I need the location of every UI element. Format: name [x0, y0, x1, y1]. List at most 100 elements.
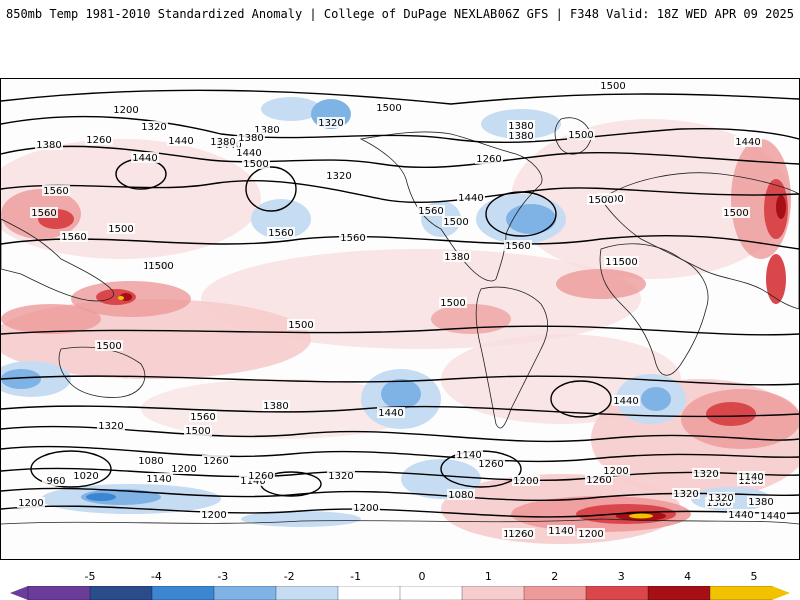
contour-label: 1140: [146, 474, 171, 485]
contour-label: 1500: [588, 195, 613, 206]
contour-label: 1380: [254, 125, 279, 136]
contour-label-bg: [35, 139, 63, 150]
colorbar-segment: [337, 586, 401, 600]
contour-label: 1380: [508, 121, 533, 132]
contour-label: 1200: [603, 466, 628, 477]
contour-label-bg: [417, 205, 445, 216]
contour-label: 1440: [236, 148, 261, 159]
colorbar-left-arrow: [10, 586, 28, 600]
colorbar-segment: [213, 586, 277, 600]
contour-label: 1260: [478, 459, 503, 470]
contour-label-bg: [189, 411, 217, 422]
contour-label-bg: [253, 124, 281, 135]
contour-label: 1320: [141, 122, 166, 133]
contour-label: 960: [46, 476, 65, 487]
contour-label-bg: [184, 425, 212, 436]
contour-label-bg: [504, 240, 532, 251]
contour-label: 1380: [238, 133, 263, 144]
contour-label: 1440: [132, 153, 157, 164]
contour-label: 1500: [96, 341, 121, 352]
contour-label-bg: [507, 528, 535, 539]
colorbar-segment: [709, 586, 773, 600]
colorbar-tick-label: 4: [684, 570, 692, 583]
contour-label: 1200: [113, 105, 138, 116]
contour-label: 1380: [444, 252, 469, 263]
contour-label-bg: [727, 509, 755, 520]
contour-label-bg: [42, 475, 70, 486]
contour-label-bg: [722, 207, 750, 218]
contour-label: 1440: [735, 137, 760, 148]
contour-label-bg: [131, 152, 159, 163]
contour-label: 1500: [612, 257, 637, 268]
contour-label: 1500: [185, 426, 210, 437]
contour-label-bg: [477, 458, 505, 469]
contour-label-bg: [377, 407, 405, 418]
contour-label: 1200: [171, 464, 196, 475]
contour-label-bg: [267, 227, 295, 238]
contour-label: 1020: [73, 471, 98, 482]
contour-label: 1080: [448, 490, 473, 501]
contour-label: 1500: [288, 320, 313, 331]
contour-label: 1560: [268, 228, 293, 239]
contour-label-bg: [339, 232, 367, 243]
contour-label-bg: [209, 136, 237, 147]
contour-label: 1380: [210, 137, 235, 148]
contour-label-bg: [759, 510, 787, 521]
contour-label-bg: [247, 470, 275, 481]
contour-label-bg: [107, 223, 135, 234]
colorbar-segment: [647, 586, 711, 600]
contour-label: 1320: [326, 171, 351, 182]
contour-label-bg: [692, 468, 720, 479]
contour-label: 1440: [613, 396, 638, 407]
contour-label-bg: [611, 256, 639, 267]
colorbar-segment: [89, 586, 153, 600]
contour-label-bg: [547, 525, 575, 536]
colorbar-segment: [461, 586, 525, 600]
contour-label-bg: [612, 395, 640, 406]
contour-label: 1560: [340, 233, 365, 244]
colorbar: [10, 586, 790, 600]
contour-label: 1080: [138, 456, 163, 467]
contour-label-bg: [262, 400, 290, 411]
contour-label: 1560: [61, 232, 86, 243]
contour-label: 1140: [548, 526, 573, 537]
contour-label: 1560: [31, 208, 56, 219]
colorbar-tick-label: 5: [750, 570, 758, 583]
contour-label-bg: [140, 121, 168, 132]
contour-label-bg: [375, 102, 403, 113]
contour-label: 1500: [376, 103, 401, 114]
contour-label-bg: [587, 194, 615, 205]
colorbar-right-arrow: [772, 586, 790, 600]
contour-label-bg: [325, 170, 353, 181]
contour-label: 1440: [728, 510, 753, 521]
contour-label-bg: [507, 120, 535, 131]
contour-label: 1200: [353, 503, 378, 514]
colorbar-tick-label: -4: [150, 570, 162, 583]
contour-label: 1200: [578, 529, 603, 540]
contour-label-bg: [145, 473, 173, 484]
contour-label: 1140: [456, 450, 481, 461]
contour-label-bg: [442, 216, 470, 227]
contour-label-bg: [447, 489, 475, 500]
anomaly-shading: [1, 79, 799, 559]
contour-label-bg: [137, 455, 165, 466]
contour-label-bg: [112, 104, 140, 115]
anomaly-map: 1200132013801380144015001320126014401380…: [0, 78, 800, 560]
colorbar-tick-label: -5: [84, 570, 96, 583]
contour-label: 1440: [378, 408, 403, 419]
contour-label: 1260: [586, 475, 611, 486]
contour-label-bg: [512, 475, 540, 486]
contour-label: 1440: [458, 193, 483, 204]
run-info: 06Z GFS | F348 Valid: 18Z WED APR 09 202…: [497, 7, 794, 21]
colorbar-tick-label: -3: [217, 570, 229, 583]
colorbar-labels: -5 -4 -3 -2 -1 0 1 2 3 4 5: [10, 570, 790, 586]
contour-label-bg: [72, 470, 100, 481]
contour-label-bg: [507, 130, 535, 141]
contour-label: 1440: [168, 136, 193, 147]
contour-label: 1500: [568, 130, 593, 141]
contour-label-bg: [95, 340, 123, 351]
contour-label-bg: [202, 455, 230, 466]
contour-label: 1320: [318, 118, 343, 129]
contour-label-bg: [352, 502, 380, 513]
contour-labels: 1200132013801380144015001320126014401380…: [17, 80, 787, 540]
